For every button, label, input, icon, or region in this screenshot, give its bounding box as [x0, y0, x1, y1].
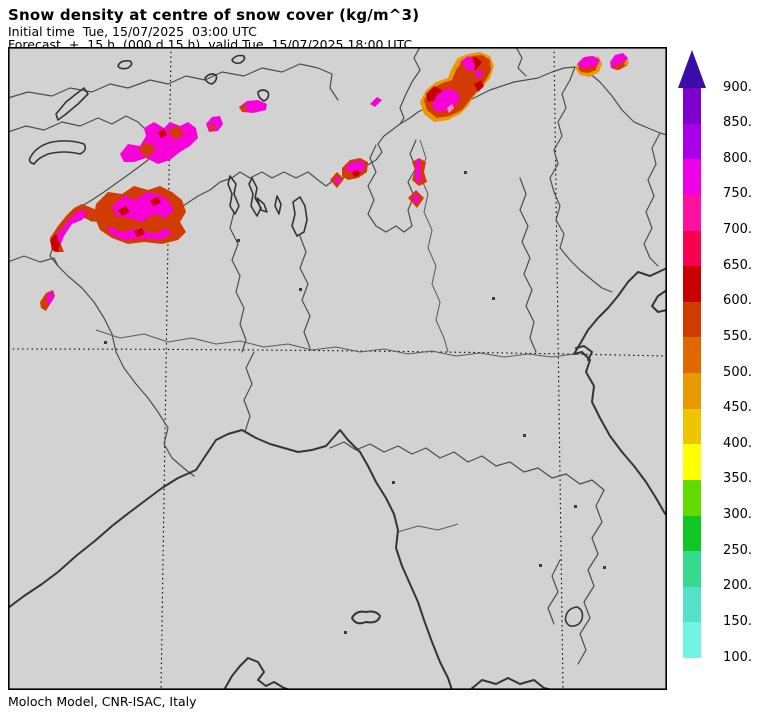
colorbar-tick-label: 100.	[723, 649, 752, 665]
colorbar-segment	[683, 479, 701, 516]
colorbar-tick-label: 850.	[723, 115, 752, 131]
model-credit: Moloch Model, CNR-ISAC, Italy	[8, 694, 197, 709]
colorbar-segment	[683, 301, 701, 338]
snow-blob-monte-rosa-core	[150, 197, 161, 206]
snow-blob-ortles-core	[426, 86, 442, 102]
colorbar-tick-label: 750.	[723, 186, 752, 202]
graticule	[7, 46, 668, 691]
snow-blob-sw-band-outer	[50, 204, 102, 252]
coastlines	[7, 267, 668, 691]
snow-blob-small-core	[239, 104, 247, 112]
colorbar-segment	[683, 337, 701, 373]
lake-outlines	[28, 54, 584, 627]
colorbar-tick-label: 350.	[723, 471, 752, 487]
colorbar-tick-label: 550.	[723, 328, 752, 344]
snow-blob-sw-band-core	[50, 234, 60, 252]
snow-blob-small-sliver	[370, 97, 382, 107]
snow-blob-bernina-magenta	[344, 161, 366, 172]
colorbar-segment	[683, 230, 701, 267]
colorbar-arrow	[678, 50, 706, 88]
colorbar-segment	[683, 373, 701, 409]
snow-blob-tauern-east-orange	[613, 60, 626, 70]
snow-blob-mont-blanc-core	[168, 126, 184, 140]
colorbar-tick-label: 150.	[723, 613, 752, 629]
colorbar-tick-label: 700.	[723, 222, 752, 237]
colorbar-tick-label: 900.	[723, 79, 752, 95]
colorbar-tick-label: 250.	[723, 542, 752, 558]
snow-blob-mont-blanc-core	[138, 142, 156, 158]
colorbar-tick-label: 300.	[723, 507, 752, 522]
snow-density-regions	[40, 52, 629, 311]
colorbar-segment	[683, 622, 701, 658]
snow-blob-ortles-magenta-top	[460, 56, 474, 68]
snow-blob-tauern-magenta	[577, 56, 600, 68]
colorbar-segment	[683, 123, 701, 160]
colorbar-tick-label: 400.	[723, 435, 752, 451]
snow-blob-ortles-core	[474, 80, 484, 92]
colorbar-tick-label: 650.	[723, 257, 752, 273]
colorbar-segment	[683, 88, 701, 124]
snow-blob-tauern-east-amber	[624, 60, 629, 67]
snow-blob-monte-rosa-core	[134, 228, 145, 237]
colorbar-tick-label: 450.	[723, 400, 752, 416]
colorbar-segment	[683, 551, 701, 587]
map-background	[8, 47, 667, 690]
place-markers	[104, 171, 606, 634]
colorbar-tick-labels: 900. 850. 800. 750. 700. 650. 600. 550. 500. 450.…	[707, 0, 755, 713]
colorbar-tick-label: 600.	[723, 293, 752, 309]
map-canvas	[7, 46, 668, 691]
snow-blob-adige-magenta	[415, 159, 422, 183]
map-panel	[7, 46, 668, 691]
colorbar-tick-label: 500.	[723, 364, 752, 380]
colorbar-segment	[683, 444, 701, 480]
colorbar-segment	[683, 586, 701, 623]
snow-blob-ortles-pink-sliver	[447, 104, 454, 113]
page-title: Snow density at centre of snow cover (kg…	[8, 6, 420, 24]
colorbar	[683, 88, 701, 658]
snow-blob-monte-rosa-core	[118, 206, 130, 216]
map-frame	[8, 46, 668, 691]
colorbar-segment	[683, 266, 701, 302]
colorbar-segment	[683, 408, 701, 445]
snow-blob-bernina-diamond-magenta	[334, 176, 341, 185]
colorbar-arrow-head	[678, 50, 706, 88]
snow-blob-bernina-core	[352, 170, 360, 177]
snow-blob-small-core	[209, 124, 215, 131]
colorbar-segment	[683, 515, 701, 552]
colorbar-tick-label: 800.	[723, 150, 752, 166]
snow-blob-vanoise-magenta	[46, 291, 54, 306]
snow-blob-ortles-magenta-dot	[475, 70, 483, 78]
colorbar-segment	[683, 159, 701, 195]
colorbar-tick-label: 200.	[723, 578, 752, 594]
snow-blob-mont-blanc-core	[158, 129, 167, 138]
snow-blob-adige-diamond-magenta	[412, 193, 420, 204]
colorbar-segment	[683, 194, 701, 231]
initial-time-line: Initial time Tue, 15/07/2025 03:00 UTC	[8, 24, 257, 39]
snow-blob-sw-band-magenta	[56, 210, 88, 246]
